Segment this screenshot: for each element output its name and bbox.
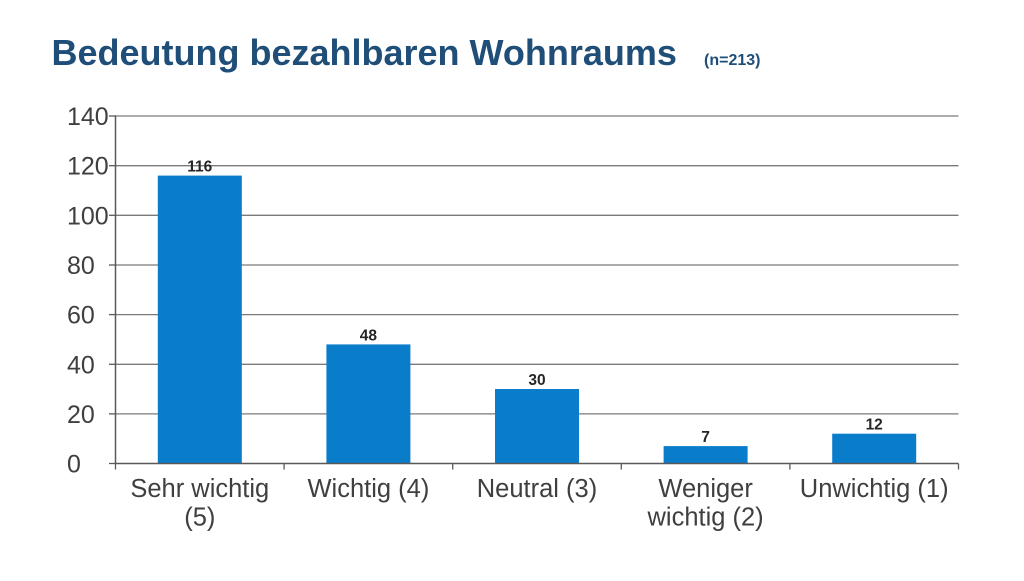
svg-text:100: 100 [67,202,109,230]
svg-text:20: 20 [67,401,95,429]
svg-text:7: 7 [701,429,710,446]
svg-text:(5): (5) [184,504,215,532]
svg-text:Sehr wichtig: Sehr wichtig [130,475,269,503]
svg-text:Neutral (3): Neutral (3) [477,475,597,503]
svg-text:Bedeutung bezahlbaren Wohnraum: Bedeutung bezahlbaren Wohnraums [52,32,677,73]
svg-text:80: 80 [67,252,95,280]
svg-text:12: 12 [866,417,883,434]
svg-text:(n=213): (n=213) [704,52,760,69]
svg-text:140: 140 [67,103,109,131]
svg-text:40: 40 [67,351,95,379]
svg-text:Wichtig (4): Wichtig (4) [307,475,429,503]
svg-text:Weniger: Weniger [658,475,753,503]
svg-text:60: 60 [67,302,95,330]
svg-text:120: 120 [67,153,109,181]
svg-text:0: 0 [67,451,81,479]
svg-text:48: 48 [360,327,378,344]
svg-text:30: 30 [528,372,545,389]
svg-text:116: 116 [187,159,212,176]
svg-text:wichtig (2): wichtig (2) [646,504,763,532]
svg-text:Unwichtig (1): Unwichtig (1) [800,475,949,503]
